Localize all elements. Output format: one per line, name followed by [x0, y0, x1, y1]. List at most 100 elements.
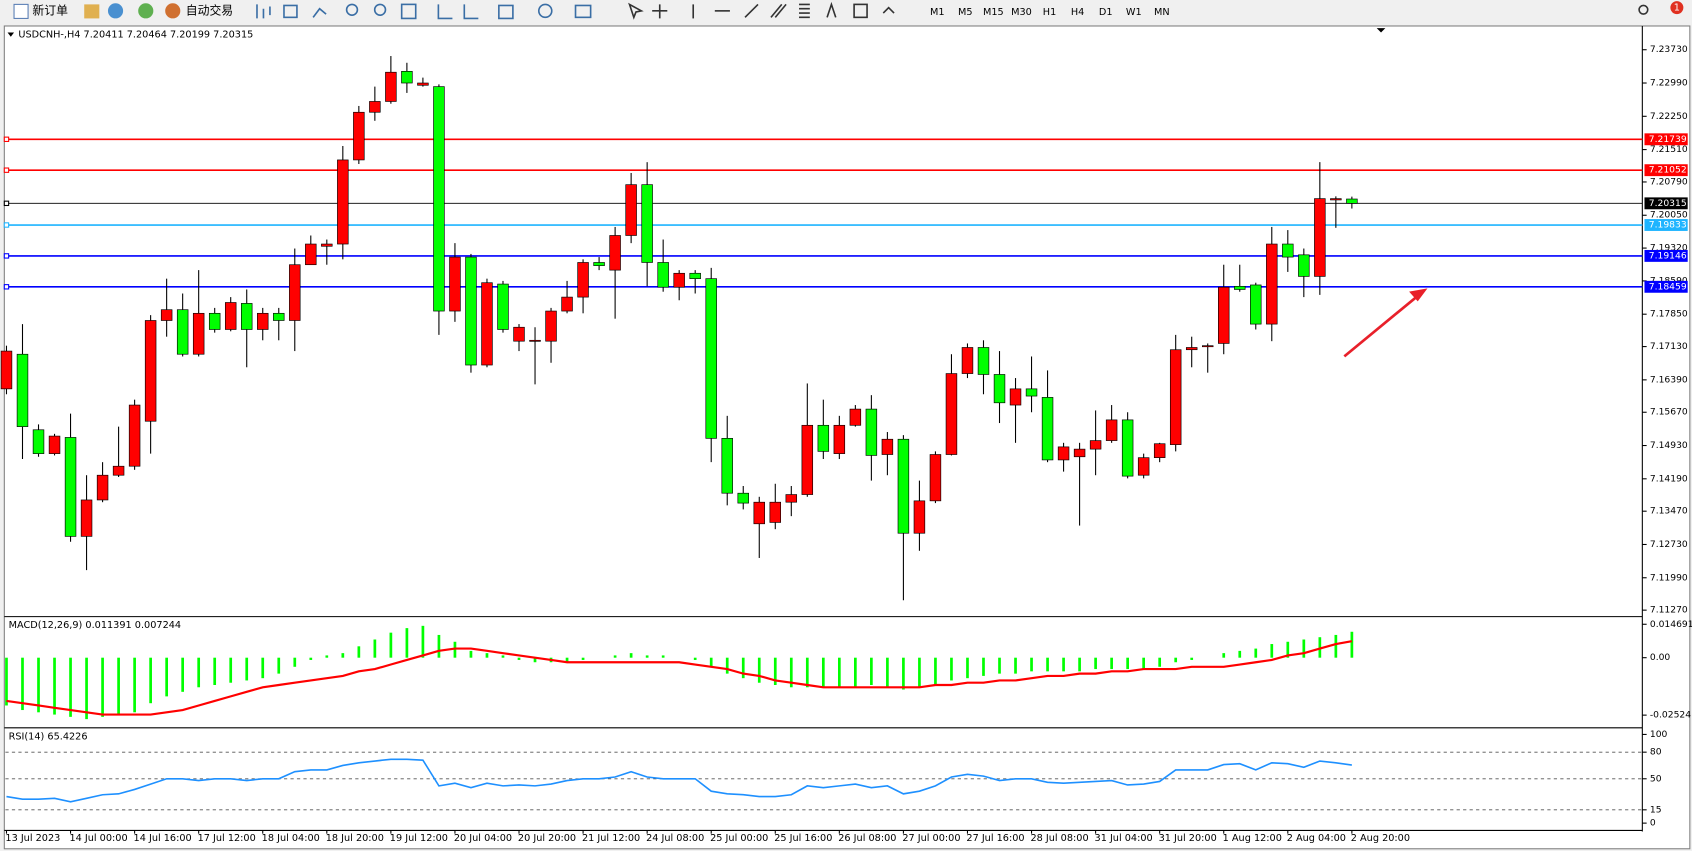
candle-body [625, 184, 637, 236]
candle-body [1234, 285, 1246, 290]
candle-body [897, 438, 910, 534]
tool-icon[interactable] [498, 4, 514, 20]
candle-body [0, 350, 13, 390]
timeframe-button[interactable]: M5 [958, 7, 973, 18]
tool-icon[interactable] [574, 4, 592, 19]
candle-body [673, 272, 685, 288]
candle-body [1009, 388, 1022, 406]
candle-body [1282, 243, 1294, 258]
candle-body [785, 494, 798, 503]
candle-body [176, 309, 189, 355]
candle-body [48, 435, 61, 454]
candle-body [657, 262, 669, 288]
auto-trading-button[interactable]: 自动交易 [165, 3, 233, 19]
candle-body [833, 424, 846, 454]
arrow-head [1409, 288, 1428, 302]
tool-icon[interactable] [882, 6, 895, 14]
toolbar-icon[interactable] [138, 3, 154, 19]
price-label-bg [1644, 219, 1688, 231]
candle-body [1025, 388, 1038, 397]
x-tick-label: 24 Jul 08:00 [646, 833, 704, 844]
tool-icon[interactable] [652, 4, 668, 19]
y-tick-label: 7.14190 [1650, 473, 1688, 484]
x-tick-label: 26 Jul 08:00 [838, 833, 896, 844]
price-label: 7.20315 [1649, 198, 1687, 209]
notification-badge[interactable] [1670, 1, 1684, 15]
timeframe-button[interactable]: M30 [1011, 7, 1032, 18]
candle-body [529, 339, 541, 342]
tool-icon[interactable] [283, 4, 298, 19]
candle-body [1314, 198, 1326, 277]
tool-icon[interactable] [628, 2, 644, 20]
toolbar-icon[interactable] [84, 4, 100, 19]
y-tick-label: 7.20790 [1650, 176, 1688, 187]
tool-icon[interactable] [853, 3, 868, 19]
x-tick-label: 31 Jul 20:00 [1159, 833, 1217, 844]
timeframe-button[interactable]: D1 [1099, 7, 1113, 18]
x-tick-label: 14 Jul 16:00 [134, 833, 192, 844]
candle-body [449, 256, 461, 312]
notification-count: 1 [1674, 3, 1680, 14]
y-tick-label: 0 [1650, 818, 1656, 829]
candle-body [16, 353, 29, 427]
candle-body [192, 312, 205, 355]
timeframe-bar: M1 M5 M15 M30 H1 H4 D1 W1 MN [930, 7, 1170, 18]
auto-trading-label: 自动交易 [186, 3, 233, 17]
y-tick-label: 100 [1650, 729, 1668, 740]
price-label-bg [1644, 133, 1688, 146]
y-tick-label: 7.14930 [1650, 440, 1688, 451]
y-tick-label: 7.16390 [1650, 374, 1688, 385]
tool-icon[interactable] [799, 3, 810, 19]
toolbar: 新订单 自动交易 [0, 0, 1692, 24]
tool-icon[interactable] [345, 3, 359, 16]
tool-icon[interactable] [826, 1, 837, 18]
tool-icon[interactable] [312, 7, 327, 18]
x-tick-label: 2 Aug 20:00 [1351, 833, 1410, 844]
candle-body [641, 184, 653, 263]
x-tick-label: 28 Jul 08:00 [1030, 833, 1088, 844]
timeframe-button[interactable]: W1 [1126, 7, 1142, 18]
tool-icon[interactable] [744, 3, 759, 18]
toolbar-icon[interactable] [107, 3, 124, 19]
y-tick-label: 7.13470 [1650, 506, 1688, 517]
candle-body [753, 501, 765, 525]
timeframe-button[interactable]: H1 [1043, 7, 1056, 18]
x-tick-label: 18 Jul 04:00 [262, 833, 320, 844]
symbol-menu-arrow[interactable] [7, 32, 15, 37]
candle-body [849, 408, 862, 426]
candle-body [64, 437, 77, 537]
x-tick-label: 17 Jul 12:00 [198, 833, 256, 844]
candle-body [465, 256, 477, 366]
candle-body [1153, 443, 1166, 458]
tool-icon[interactable] [463, 4, 479, 20]
candle-body [881, 438, 894, 455]
y-tick-label: 7.11270 [1650, 605, 1688, 616]
tool-icon[interactable] [373, 3, 387, 16]
candle-body [705, 278, 717, 439]
candle-body [1185, 347, 1198, 351]
candle-body [1057, 446, 1070, 461]
new-order-button[interactable]: 新订单 [13, 3, 68, 19]
candle-body [481, 282, 493, 366]
tool-icon[interactable] [770, 3, 787, 18]
timeframe-button[interactable]: M1 [930, 7, 945, 18]
tool-icon[interactable] [437, 4, 453, 20]
rsi-title: RSI(14) 65.4226 [9, 731, 88, 742]
timeframe-button[interactable]: MN [1154, 7, 1170, 18]
candle-body [224, 302, 237, 330]
timeframe-button[interactable]: H4 [1071, 7, 1084, 18]
candle-body [689, 272, 701, 279]
x-tick-label: 21 Jul 12:00 [582, 833, 640, 844]
candle-body [353, 111, 365, 161]
candle-body [1250, 284, 1262, 325]
candle-body [1089, 440, 1102, 450]
price-label-bg [1644, 164, 1688, 177]
candle-body [1169, 349, 1182, 445]
timeframe-button[interactable]: M15 [983, 7, 1004, 18]
tool-icon[interactable] [400, 3, 417, 20]
tool-icon[interactable] [537, 3, 553, 19]
tool-icon[interactable] [256, 4, 271, 19]
candle-body [417, 82, 429, 86]
search-icon[interactable] [1638, 4, 1649, 15]
